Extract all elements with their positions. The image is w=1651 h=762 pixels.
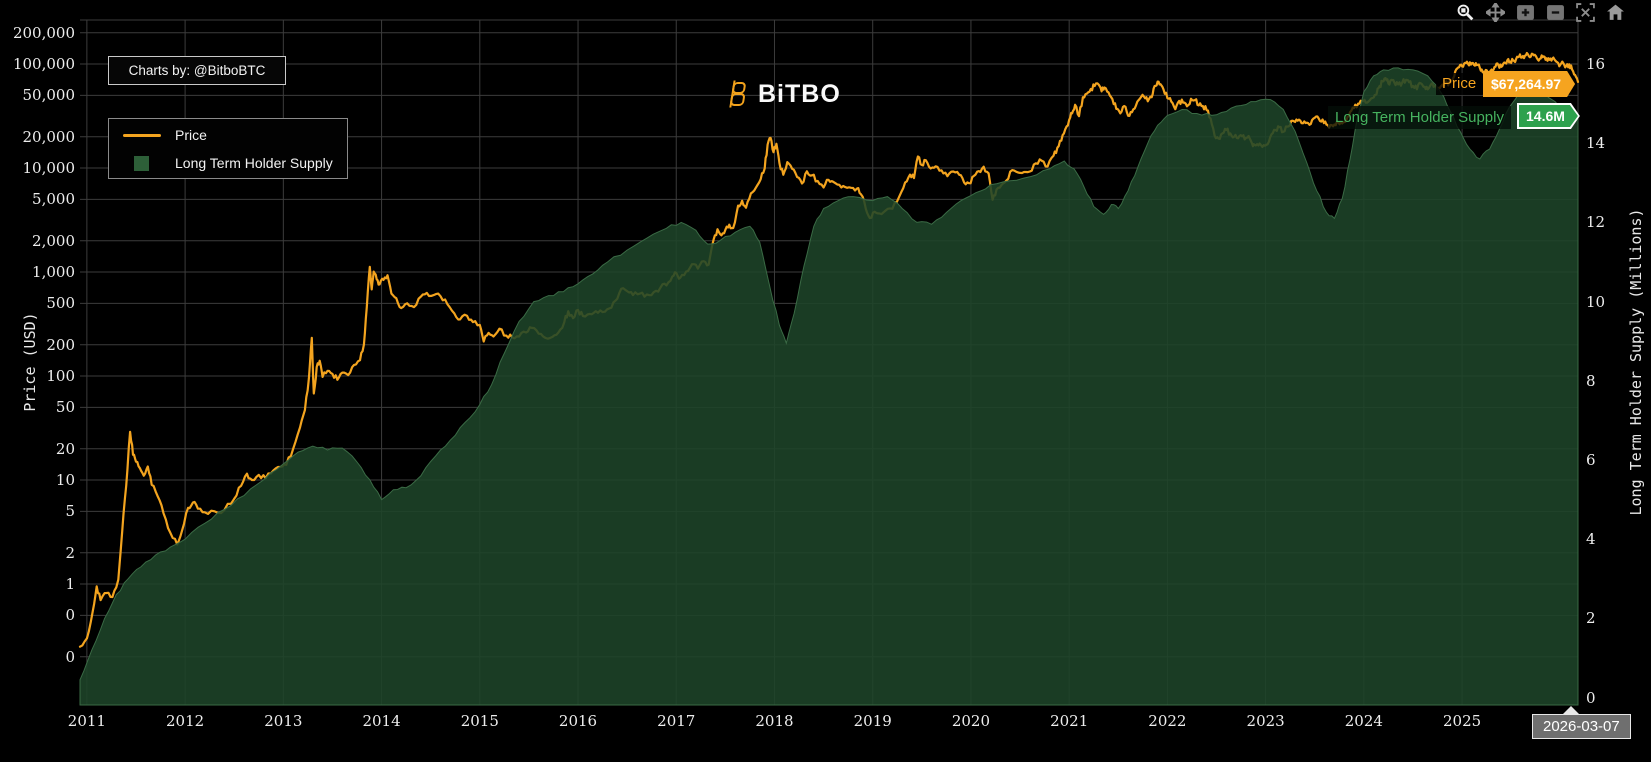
y-left-tick-label: 2	[65, 543, 75, 562]
y-left-tick-label: 0	[65, 606, 75, 625]
x-tick-label: 2015	[460, 712, 499, 730]
y-right-tick-label: 0	[1586, 688, 1596, 707]
x-tick-label: 2019	[853, 712, 892, 730]
supply-area-swatch	[134, 155, 149, 171]
supply-series-label: Long Term Holder Supply	[1328, 106, 1511, 129]
legend-label-supply: Long Term Holder Supply	[175, 155, 333, 171]
x-tick-label: 2014	[362, 712, 401, 730]
x-tick-label: 2024	[1344, 712, 1383, 730]
bitbo-logo: BiTBO	[726, 78, 841, 110]
y-left-tick-label: 200	[46, 335, 75, 354]
y-left-tick-label: 500	[46, 294, 75, 313]
y-right-tick-label: 6	[1586, 450, 1596, 469]
x-tick-label: 2020	[951, 712, 991, 730]
x-tick-label: 2022	[1148, 712, 1187, 730]
price-series-label: Price	[1436, 73, 1483, 95]
y-right-tick-label: 10	[1586, 292, 1606, 311]
y-left-tick-label: 0	[65, 647, 75, 666]
supply-value-badge: 14.6M	[1517, 103, 1580, 129]
x-tick-label: 2018	[755, 712, 794, 730]
y-left-tick-label: 50	[55, 398, 75, 417]
price-series-label-text: Price	[1442, 75, 1477, 92]
y-right-tick-label: 2	[1586, 609, 1596, 628]
reset-home-icon[interactable]	[1600, 2, 1630, 22]
date-badge-notch	[1562, 706, 1580, 715]
credit-text: Charts by: @BitboBTC	[128, 63, 266, 78]
date-badge-text: 2026-03-07	[1543, 718, 1620, 735]
y-left-tick-label: 200,000	[12, 23, 75, 42]
y-right-tick-label: 4	[1586, 530, 1596, 549]
legend-item-price[interactable]: Price	[123, 123, 347, 147]
y-left-tick-label: 20	[55, 439, 75, 458]
x-tick-label: 2025	[1442, 712, 1482, 730]
price-value-text: $67,264.97	[1491, 76, 1562, 92]
date-badge: 2026-03-07	[1532, 714, 1631, 739]
pan-icon[interactable]	[1480, 2, 1510, 22]
y-left-tick-label: 1,000	[32, 263, 75, 282]
price-line-swatch	[123, 133, 161, 137]
y-left-tick-label: 5,000	[32, 190, 75, 209]
supply-area	[79, 67, 1579, 706]
y-left-tick-label: 10	[55, 471, 75, 490]
y-left-axis-title: Price (USD)	[21, 312, 39, 412]
credit-box: Charts by: @BitboBTC	[108, 56, 286, 85]
y-right-axis-title: Long Term Holder Supply (Millions)	[1627, 208, 1645, 516]
y-right-tick-label: 12	[1586, 213, 1606, 232]
modebar-toolbar	[1450, 2, 1630, 22]
price-value-badge: $67,264.97	[1483, 71, 1575, 97]
supply-value-text: 14.6M	[1526, 108, 1565, 124]
autoscale-icon[interactable]	[1570, 2, 1600, 22]
x-tick-label: 2023	[1246, 712, 1285, 730]
y-left-tick-label: 50,000	[22, 86, 76, 105]
box-zoom-icon[interactable]	[1450, 2, 1480, 22]
y-left-tick-label: 100,000	[12, 55, 75, 74]
y-left-tick-label: 5	[65, 502, 75, 521]
legend: Price Long Term Holder Supply	[108, 118, 348, 179]
x-tick-label: 2012	[166, 712, 205, 730]
bitbo-logo-text: BiTBO	[758, 79, 841, 108]
y-right-tick-label: 14	[1586, 134, 1606, 153]
x-tick-label: 2011	[67, 712, 106, 730]
x-tick-label: 2017	[657, 712, 696, 730]
zoom-out-icon[interactable]	[1540, 2, 1570, 22]
y-left-tick-label: 2,000	[32, 231, 75, 250]
supply-series-label-text: Long Term Holder Supply	[1335, 109, 1504, 126]
legend-label-price: Price	[175, 127, 207, 143]
bitbo-logo-icon	[729, 80, 746, 108]
y-right-tick-label: 8	[1586, 371, 1596, 390]
legend-item-supply[interactable]: Long Term Holder Supply	[123, 151, 347, 175]
zoom-in-icon[interactable]	[1510, 2, 1540, 22]
x-tick-label: 2021	[1050, 712, 1089, 730]
x-tick-label: 2013	[264, 712, 303, 730]
y-right-tick-label: 16	[1586, 54, 1606, 73]
y-left-tick-label: 10,000	[22, 159, 76, 178]
y-left-tick-label: 20,000	[22, 127, 76, 146]
y-left-tick-label: 100	[46, 367, 75, 386]
y-left-tick-label: 1	[65, 575, 75, 594]
x-tick-label: 2016	[558, 712, 598, 730]
